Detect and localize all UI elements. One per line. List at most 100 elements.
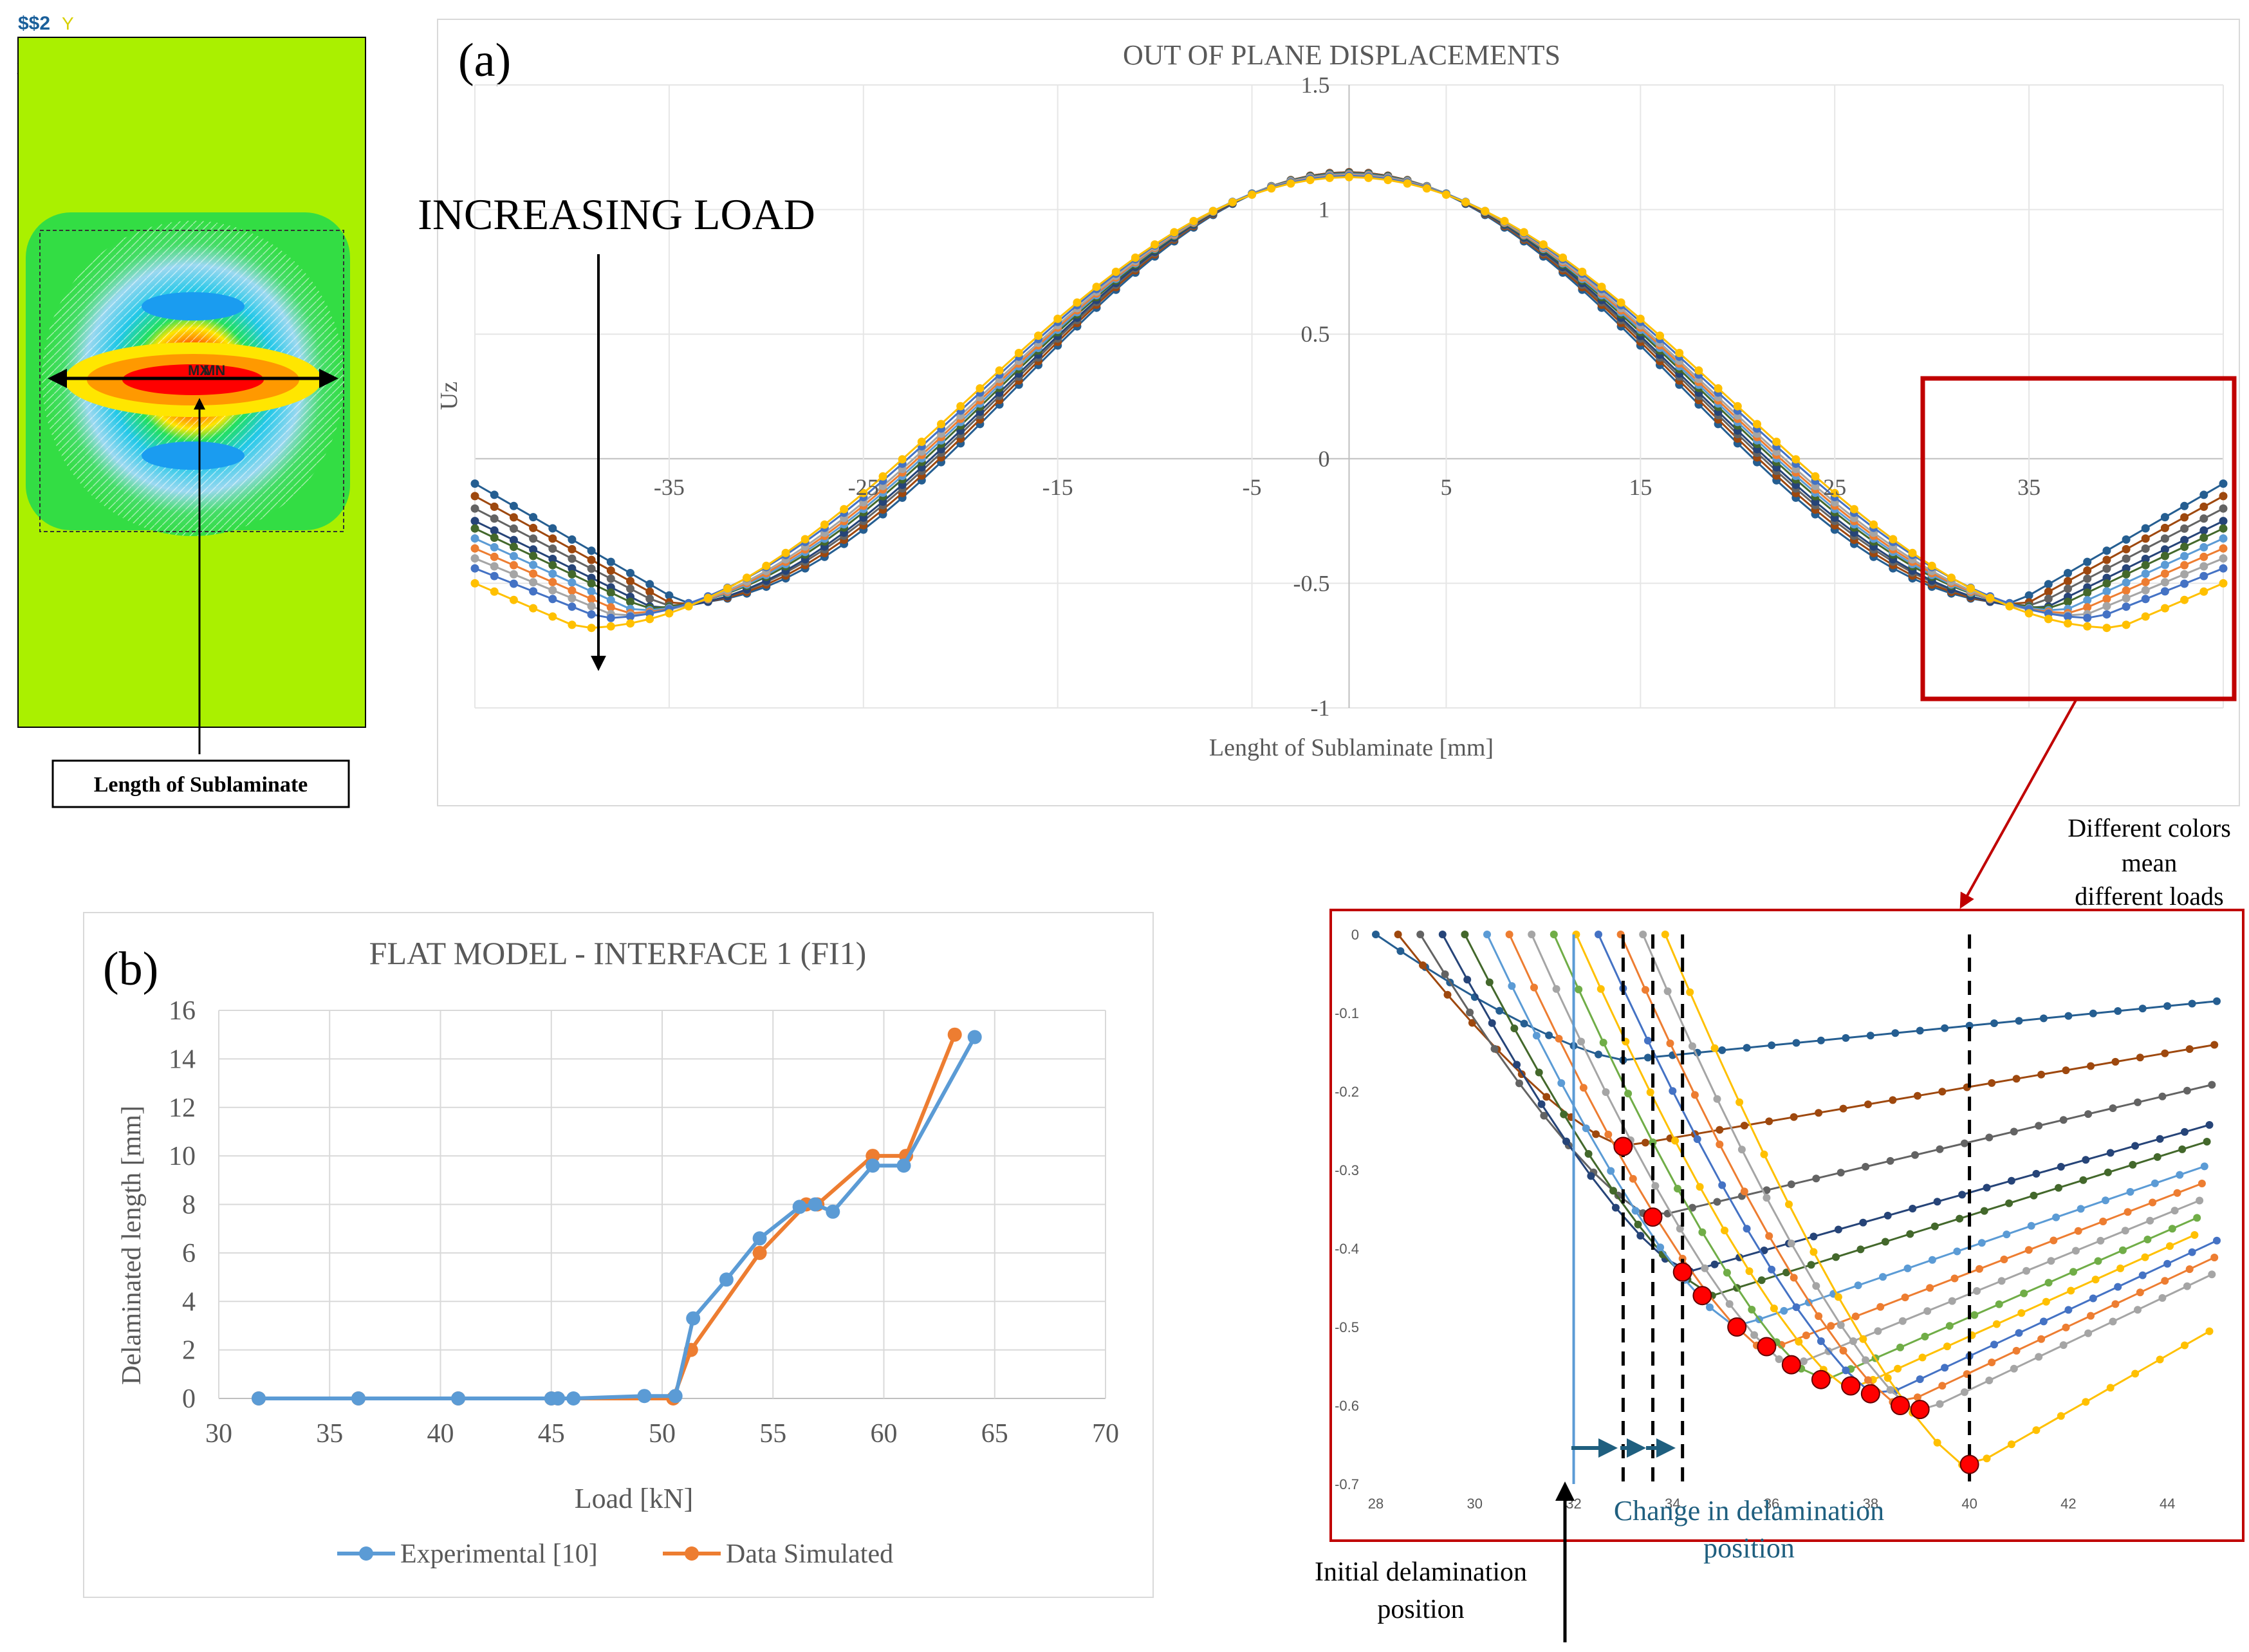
chart-a-point xyxy=(568,570,577,579)
chart-a-point xyxy=(529,545,538,554)
zoom-point xyxy=(2082,1398,2090,1406)
chart-a-point xyxy=(2160,552,2169,561)
chart-a-point xyxy=(2044,594,2053,603)
zoom-point xyxy=(1676,1225,1684,1233)
zoom-point xyxy=(1396,947,1405,955)
zoom-point xyxy=(2094,1257,2102,1265)
zoom-point xyxy=(1443,990,1452,999)
chart-a-point xyxy=(626,619,634,628)
chart-a-point xyxy=(2199,543,2208,552)
zoom-point xyxy=(2104,1168,2112,1176)
zoom-point xyxy=(1941,1364,1949,1372)
chart-a-point xyxy=(2122,535,2131,544)
chart-a-point xyxy=(1559,253,1568,262)
chart-a-point xyxy=(2141,534,2150,543)
chart-a-point xyxy=(1714,384,1723,393)
zoom-point xyxy=(1552,985,1560,993)
fea-contour-panel: $$2 Y x MX MN Length of Sublaminate xyxy=(17,13,366,808)
chart-a-point xyxy=(762,561,771,570)
chart-a-point xyxy=(587,602,596,611)
chart-a-point xyxy=(568,620,577,629)
chart-a-point xyxy=(587,610,596,619)
zoom-point xyxy=(1735,1098,1744,1106)
zoom-point xyxy=(2089,1009,2097,1017)
zoom-point xyxy=(2012,1346,2021,1355)
zoom-point xyxy=(2161,1277,2169,1285)
zoom-point xyxy=(1765,1117,1773,1126)
delamination-front-marker xyxy=(1891,1396,1910,1415)
zoom-point xyxy=(2035,1353,2043,1361)
chart-a-point xyxy=(2102,546,2111,555)
zoom-point xyxy=(2091,1276,2100,1284)
zoom-point xyxy=(1701,1264,1709,1272)
chart-a-point xyxy=(1151,240,1160,249)
zoom-point xyxy=(2003,1230,2011,1239)
zoom-point xyxy=(2200,1162,2208,1171)
zoom-point xyxy=(1807,1261,1815,1269)
chart-a-point xyxy=(529,561,538,570)
chart-a-point xyxy=(568,594,577,602)
zoom-point xyxy=(1542,1093,1551,1101)
chart-a-point xyxy=(1519,228,1528,237)
zoom-point xyxy=(1889,1096,1897,1104)
zoom-point xyxy=(1802,1332,1810,1339)
zoom-point xyxy=(1812,1174,1820,1183)
zoom-point xyxy=(2027,1221,2035,1230)
chart-a-point xyxy=(568,564,577,573)
zoom-point xyxy=(2102,1196,2109,1205)
zoom-point xyxy=(1582,1124,1590,1133)
delamination-front-marker xyxy=(1727,1317,1747,1337)
chart-a-panel-label: (a) xyxy=(458,34,511,87)
chart-a-point xyxy=(2064,619,2072,628)
zoom-point xyxy=(1441,970,1449,978)
initial-label-line2: position xyxy=(1377,1595,1464,1624)
zoom-point xyxy=(1817,1337,1825,1345)
zoom-point xyxy=(2000,1256,2008,1263)
zoom-point xyxy=(1864,1100,1872,1108)
chart-a-point xyxy=(2219,517,2228,526)
zoom-point xyxy=(2114,1283,2122,1291)
chart-a-point xyxy=(1034,331,1042,340)
chart-a-point xyxy=(2141,612,2150,621)
zoom-point xyxy=(1624,1090,1633,1098)
chart-a-point xyxy=(568,544,577,553)
zoom-point xyxy=(1782,1268,1791,1277)
chart-a-point xyxy=(606,596,615,605)
zoom-point xyxy=(2052,1213,2060,1221)
chart-a: (a) OUT OF PLANE DISPLACEMENTS -1 -0.5 0 0.… xyxy=(418,19,2240,909)
chart-a-point xyxy=(470,517,479,526)
chart-a-title: OUT OF PLANE DISPLACEMENTS xyxy=(1123,39,1560,71)
zoom-point xyxy=(2106,1384,2115,1392)
chart-a-xtick-label: -35 xyxy=(654,474,685,500)
zoom-point xyxy=(1886,1156,1894,1165)
zoom-point xyxy=(1990,1341,1998,1349)
chart-a-point xyxy=(1325,173,1334,182)
zoom-point xyxy=(2062,1323,2070,1332)
zoom-point xyxy=(1562,1137,1570,1146)
zoom-point xyxy=(1540,1111,1548,1120)
zoom-point xyxy=(1918,1353,1927,1362)
chart-b-point xyxy=(637,1389,652,1404)
chart-b-ytick-label: 6 xyxy=(182,1239,196,1268)
zoom-xtick-label: 44 xyxy=(2160,1496,2175,1512)
zoom-point xyxy=(1997,1277,2006,1285)
zoom-point xyxy=(2149,1198,2157,1207)
zoom-point xyxy=(1745,1267,1754,1276)
chart-a-point xyxy=(2122,602,2131,611)
zoom-point xyxy=(2024,1246,2033,1254)
chart-a-point xyxy=(529,552,538,561)
chart-a-point xyxy=(2160,604,2169,613)
zoom-point xyxy=(1936,1145,1944,1153)
chart-a-gridlines xyxy=(474,84,2224,709)
chart-a-point xyxy=(2160,587,2169,596)
chart-a-point xyxy=(2180,595,2189,604)
zoom-point xyxy=(1933,1438,1941,1447)
chart-a-point xyxy=(2160,569,2169,578)
chart-a-point xyxy=(1248,190,1257,199)
chart-a-point xyxy=(2044,615,2053,624)
chart-a-point xyxy=(1927,561,1936,570)
chart-a-point xyxy=(2199,490,2208,499)
zoom-point xyxy=(2037,1070,2046,1079)
chart-a-point xyxy=(2122,570,2131,579)
